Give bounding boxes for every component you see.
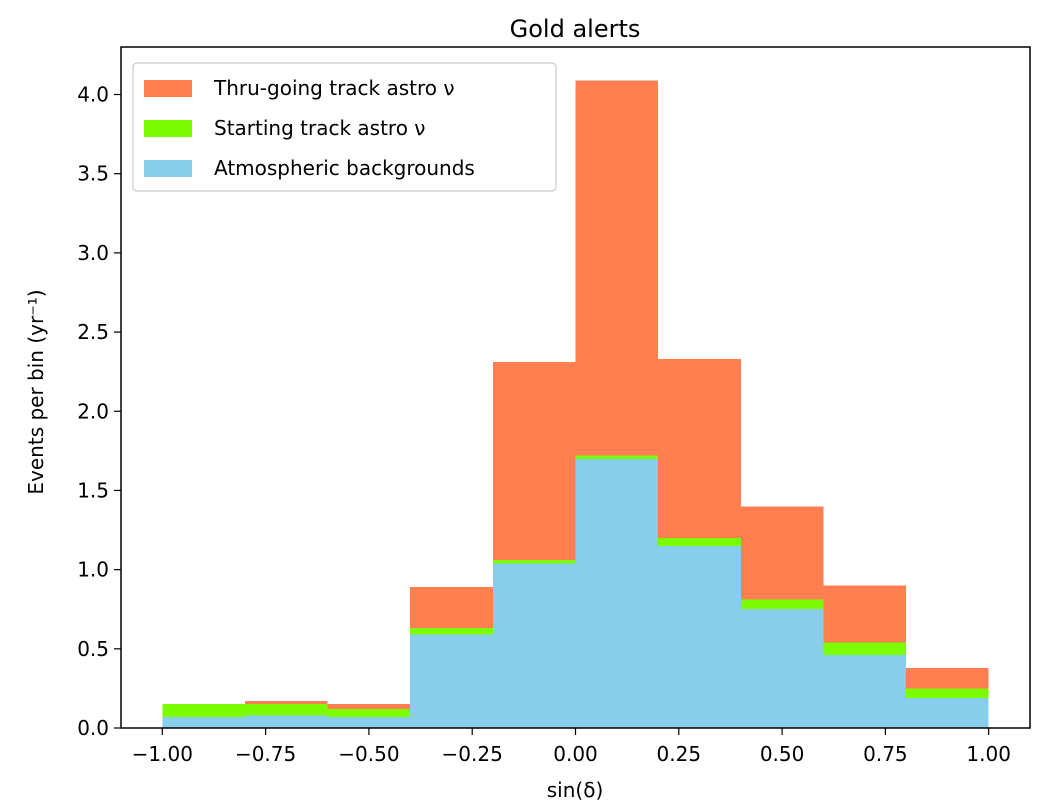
y-tick-label: 0.5: [77, 637, 109, 661]
bar-thru-going-track-astro-bin-10: [906, 667, 989, 689]
y-tick-label: 3.0: [77, 241, 109, 265]
y-axis: 0.0 0.5 1.0 1.5 2.0 2.5 3.0 3.5 4.0: [77, 83, 121, 740]
bar-starting-track-astro-bin-9: [823, 642, 907, 656]
bar-starting-track-astro-bin-7: [658, 537, 741, 546]
y-tick-label: 0.0: [77, 716, 109, 740]
x-tick-label: −0.50: [338, 742, 399, 766]
bar-thru-going-track-astro-bin-9: [823, 585, 907, 643]
x-tick-label: 0.00: [553, 742, 598, 766]
legend-label-atmospheric-backgrounds: Atmospheric backgrounds: [214, 156, 475, 180]
x-tick-label: −0.25: [442, 742, 503, 766]
bar-thru-going-track-astro-bin-6: [575, 80, 659, 456]
bar-thru-going-track-astro-bin-3: [327, 704, 411, 709]
bar-starting-track-astro-bin-5: [492, 560, 576, 564]
bar-atmospheric-backgrounds-bin-6: [575, 458, 659, 728]
bar-starting-track-astro-bin-2: [244, 704, 328, 716]
legend-swatch-atmospheric-backgrounds: [144, 160, 192, 177]
legend-label-starting-track-astro: Starting track astro ν: [214, 116, 425, 140]
bar-atmospheric-backgrounds-bin-7: [658, 545, 741, 728]
bar-atmospheric-backgrounds-bin-9: [823, 655, 907, 728]
bars-layer: [162, 80, 989, 728]
y-tick-label: 2.0: [77, 399, 109, 423]
y-axis-title: Events per bin (yr⁻¹): [24, 289, 48, 494]
bar-thru-going-track-astro-bin-5: [492, 362, 576, 561]
bar-atmospheric-backgrounds-bin-3: [327, 716, 411, 728]
bar-thru-going-track-astro-bin-2: [244, 701, 328, 705]
legend-swatch-starting-track-astro: [144, 120, 192, 137]
legend: Thru-going track astro ν Starting track a…: [132, 62, 557, 192]
y-tick-label: 1.5: [77, 478, 109, 502]
x-axis: −1.00 −0.75 −0.50 −0.25 0.00 0.25 0.50 0.75 1.00: [132, 728, 1011, 766]
legend-box: [132, 62, 557, 192]
x-tick-label: 0.25: [657, 742, 702, 766]
chart-title: Gold alerts: [510, 15, 641, 43]
legend-label-thru-going-track-astro: Thru-going track astro ν: [213, 76, 455, 100]
y-tick-label: 1.0: [77, 558, 109, 582]
bar-thru-going-track-astro-bin-7: [658, 358, 741, 538]
bar-starting-track-astro-bin-10: [906, 688, 989, 698]
bar-starting-track-astro-bin-4: [410, 628, 493, 635]
bar-starting-track-astro-bin-3: [327, 708, 411, 717]
x-tick-label: −0.75: [235, 742, 296, 766]
bar-starting-track-astro-bin-8: [740, 599, 824, 610]
bar-thru-going-track-astro-bin-8: [740, 506, 824, 600]
bar-starting-track-astro-bin-1: [162, 704, 245, 717]
x-axis-title: sin(δ): [547, 778, 604, 802]
x-tick-label: −1.00: [132, 742, 193, 766]
y-tick-label: 2.5: [77, 320, 109, 344]
legend-swatch-thru-going-track-astro: [144, 80, 192, 97]
x-tick-label: 0.75: [863, 742, 908, 766]
bar-atmospheric-backgrounds-bin-5: [492, 563, 576, 728]
x-tick-label: 1.00: [966, 742, 1011, 766]
bar-atmospheric-backgrounds-bin-4: [410, 634, 493, 728]
x-tick-label: 0.50: [760, 742, 805, 766]
y-tick-label: 3.5: [77, 162, 109, 186]
bar-thru-going-track-astro-bin-4: [410, 587, 493, 629]
bar-atmospheric-backgrounds-bin-10: [906, 697, 989, 728]
bar-atmospheric-backgrounds-bin-2: [244, 715, 328, 728]
bar-atmospheric-backgrounds-bin-1: [162, 716, 245, 728]
y-tick-label: 4.0: [77, 83, 109, 107]
bar-starting-track-astro-bin-6: [575, 455, 659, 459]
bar-atmospheric-backgrounds-bin-8: [740, 609, 824, 728]
